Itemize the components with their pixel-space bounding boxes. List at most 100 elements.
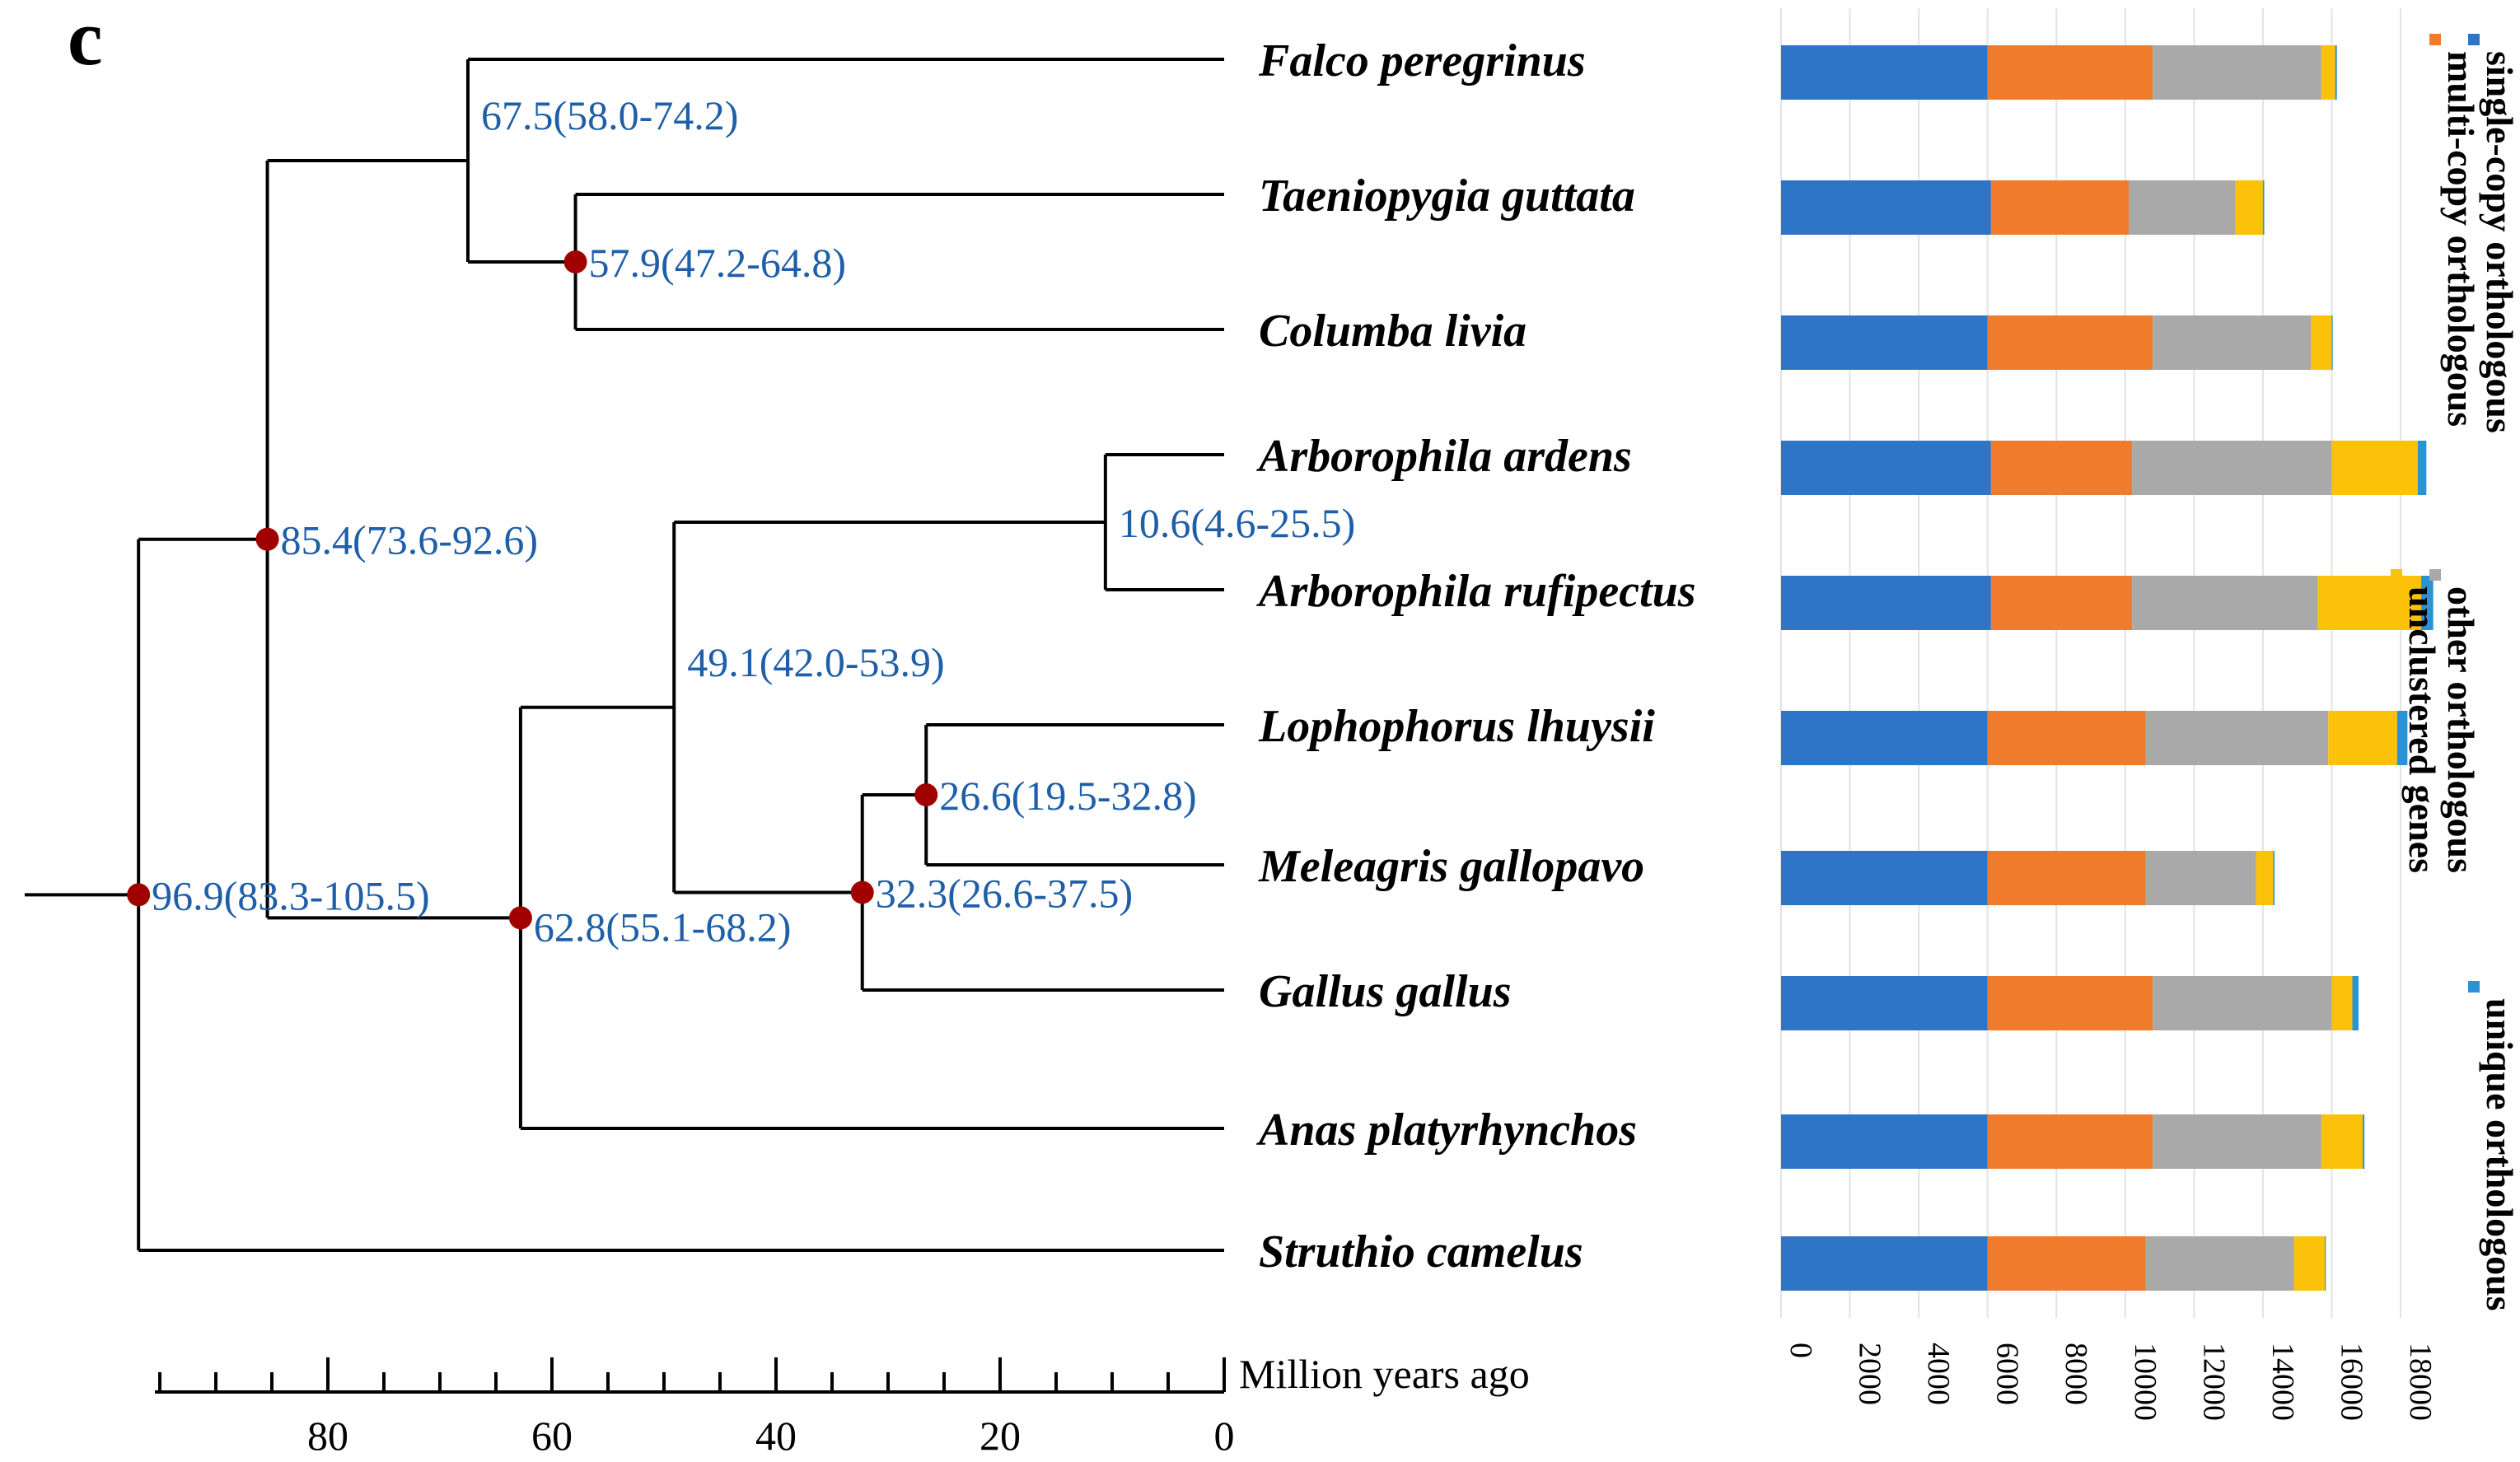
bar-segment: [2335, 45, 2337, 100]
bar-segment: [1781, 976, 1988, 1030]
legend-swatch: [2429, 569, 2441, 581]
species-label: Lophophorus lhuysii: [1258, 701, 1655, 752]
bar-segment: [1781, 45, 1988, 100]
bar-axis-tick-label: 16000: [2334, 1343, 2368, 1421]
species-label: Gallus gallus: [1259, 966, 1512, 1017]
bar-segment: [2153, 1114, 2321, 1169]
species-label: Anas platyrhynchos: [1256, 1105, 1637, 1156]
node-age-label: 57.9(47.2-64.8): [589, 240, 846, 286]
bar-segment: [1781, 576, 1991, 630]
bar-segment: [2317, 576, 2422, 630]
node-age-label: 62.8(55.1-68.2): [534, 904, 791, 950]
bar-segment: [2145, 851, 2256, 905]
bar-axis-tick-label: 6000: [1990, 1343, 2025, 1405]
bar-segment: [2328, 711, 2397, 765]
calibration-node-marker: [127, 883, 151, 907]
node-age-label: 32.3(26.6-37.5): [876, 871, 1133, 917]
bar-segment: [1781, 180, 1991, 235]
bar-segment: [1987, 315, 2153, 370]
bar-segment: [1987, 851, 2146, 905]
bar-axis-tick-label: 8000: [2059, 1343, 2093, 1405]
node-age-label: 26.6(19.5-32.8): [939, 773, 1196, 819]
bar-segment: [2311, 315, 2332, 370]
species-label: Taeniopygia guttata: [1259, 170, 1635, 222]
node-age-label: 85.4(73.6-92.6): [281, 517, 538, 563]
calibration-node-marker: [850, 880, 874, 904]
legend-label: other orthologous: [2440, 586, 2482, 873]
bar-axis-tick-label: 14000: [2265, 1343, 2300, 1421]
bar-segment: [2256, 851, 2274, 905]
bar-segment: [2128, 180, 2236, 235]
bar-segment: [1781, 851, 1988, 905]
bar-segment: [2153, 45, 2321, 100]
legend-label: unclustered genes: [2401, 586, 2443, 873]
bar-axis-tick-label: 10000: [2128, 1343, 2162, 1421]
bar-segment: [2153, 976, 2332, 1030]
bar-segment: [2262, 180, 2265, 235]
bar-segment: [2145, 711, 2329, 765]
bar-segment: [2363, 1114, 2365, 1169]
bar-segment: [2273, 851, 2275, 905]
calibration-node-marker: [508, 906, 532, 930]
panel-label: c: [68, 0, 103, 82]
species-label: Meleagris gallopavo: [1258, 841, 1644, 892]
node-age-label: 96.9(83.3-105.5): [152, 872, 429, 918]
species-labels: Falco peregrinus Taeniopygia guttata Colum…: [1256, 35, 1696, 1277]
time-axis-tick-label: 80: [307, 1413, 348, 1459]
bar-segment: [2145, 1236, 2294, 1291]
time-axis-tick-label: 20: [979, 1413, 1021, 1459]
bar-segment: [2331, 441, 2418, 495]
calibration-node-marker: [563, 250, 587, 273]
bar-segment: [2331, 976, 2353, 1030]
bar-segment: [1990, 441, 2133, 495]
bar-segment: [2321, 45, 2335, 100]
bar-segment: [2153, 315, 2312, 370]
bar-segment: [1987, 1236, 2146, 1291]
stacked-bar-chart: [1781, 45, 2434, 1291]
bar-axis-tick-label: 12000: [2196, 1343, 2231, 1421]
bar-segment: [2132, 441, 2332, 495]
legend-swatch: [2468, 981, 2480, 993]
legend-swatch: [2391, 569, 2402, 581]
time-axis-tick-label: 40: [755, 1413, 797, 1459]
phylogenetic-tree: [25, 58, 1224, 1252]
legend-swatch: [2468, 34, 2480, 45]
bar-segment: [2421, 576, 2434, 630]
bar-segment: [1781, 1236, 1988, 1291]
species-label: Arborophila rufipectus: [1256, 566, 1696, 617]
node-age-label: 49.1(42.0-53.9): [687, 639, 944, 685]
bar-segment: [2331, 315, 2333, 370]
node-age-label: 10.6(4.6-25.5): [1119, 500, 1355, 546]
bar-segment: [1781, 441, 1991, 495]
bar-segment: [2293, 1236, 2326, 1291]
bar-axis-tick-label: 2000: [1853, 1343, 1887, 1405]
bar-segment: [1987, 976, 2153, 1030]
time-axis-tick-label: 0: [1214, 1413, 1235, 1459]
legend-label: unique orthologous: [2479, 998, 2520, 1311]
species-label: Arborophila ardens: [1256, 431, 1632, 482]
time-axis-tick-label: 60: [531, 1413, 573, 1459]
bar-chart-axis: 0 2000 4000 6000 8000 10000 12000 14000 16000 180…: [1784, 1343, 2438, 1421]
bar-segment: [2325, 1236, 2326, 1291]
time-axis-label: Million years ago: [1239, 1351, 1530, 1397]
bar-segment: [1987, 711, 2146, 765]
time-axis: 80 60 40 20 0: [155, 1357, 1235, 1459]
tree-node-labels: 96.9(83.3-105.5) 85.4(73.6-92.6) 67.5(58.0…: [152, 92, 1355, 950]
bar-segment: [1987, 45, 2153, 100]
bar-segment: [1781, 1114, 1988, 1169]
bar-segment: [2417, 441, 2427, 495]
legend: single-copy orthologous unique orthologou…: [2391, 34, 2520, 1311]
tree-node-markers: [127, 250, 938, 930]
bar-segment: [2132, 576, 2318, 630]
legend-swatch: [2429, 34, 2441, 45]
calibration-node-marker: [255, 527, 279, 551]
species-label: Falco peregrinus: [1258, 35, 1586, 86]
bar-segment: [2396, 711, 2408, 765]
bar-segment: [1990, 180, 2129, 235]
bar-segment: [1781, 711, 1988, 765]
bar-segment: [1781, 315, 1988, 370]
node-age-label: 67.5(58.0-74.2): [481, 92, 738, 138]
calibration-node-marker: [914, 783, 938, 806]
species-label: Struthio camelus: [1259, 1226, 1583, 1277]
